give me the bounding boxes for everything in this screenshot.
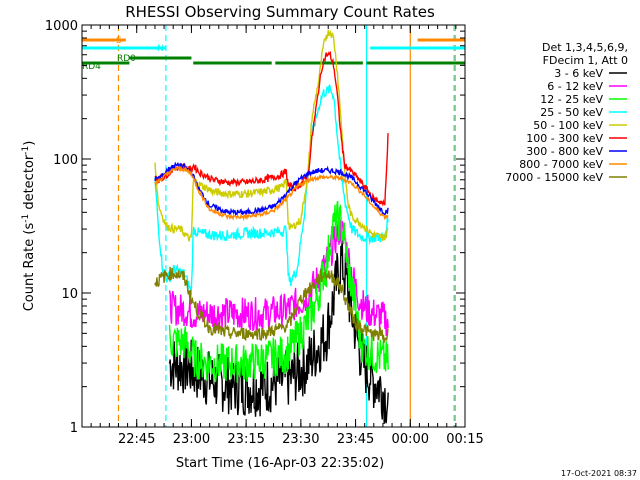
legend-header-0: Det 1,3,4,5,6,9, xyxy=(542,41,628,54)
series-100-300-kev xyxy=(154,50,389,207)
legend-label-800-7000-kev: 800 - 7000 keV xyxy=(519,158,603,171)
x-tick-label-6: 00:15 xyxy=(446,432,483,447)
series-300-800-kev xyxy=(154,161,389,217)
y-tick-label-0: 1 xyxy=(70,421,78,436)
series-3-6-kev xyxy=(168,235,389,424)
y-tick-label-1: 10 xyxy=(61,287,78,302)
segment-label-n: N xyxy=(157,44,164,54)
x-tick-label-3: 23:30 xyxy=(282,432,319,447)
axis-ticks: 22:45 23:00 23:15 23:30 23:45 00:00 00:15 1 10 10… xyxy=(45,19,484,447)
legend-header-1: FDecim 1, Att 0 xyxy=(543,54,628,67)
legend-label-12-25-kev: 12 - 25 keV xyxy=(540,93,603,106)
legend: Det 1,3,4,5,6,9,FDecim 1, Att 03 - 6 keV… xyxy=(505,41,628,184)
x-tick-label-5: 00:00 xyxy=(392,432,429,447)
state-segments: S N RD0 RD4 xyxy=(82,36,465,72)
x-tick-label-0: 22:45 xyxy=(118,432,155,447)
y-tick-label-3: 1000 xyxy=(45,19,78,34)
y-axis-label: Count Rate (s-1 detector-1) xyxy=(21,141,37,312)
legend-label-300-800-kev: 300 - 800 keV xyxy=(526,145,603,158)
legend-label-100-300-kev: 100 - 300 keV xyxy=(526,132,603,145)
segment-label-rd0: RD0 xyxy=(117,54,136,64)
legend-label-50-100-kev: 50 - 100 keV xyxy=(533,119,603,132)
series-lines xyxy=(154,29,389,424)
series-12-25-kev xyxy=(168,200,389,383)
x-axis-label: Start Time (16-Apr-03 22:35:02) xyxy=(176,456,384,471)
legend-label-6-12-kev: 6 - 12 keV xyxy=(547,80,603,93)
chart-title: RHESSI Observing Summary Count Rates xyxy=(125,3,435,21)
x-tick-label-1: 23:00 xyxy=(173,432,210,447)
x-tick-label-2: 23:15 xyxy=(227,432,264,447)
legend-label-3-6-kev: 3 - 6 keV xyxy=(554,67,603,80)
legend-label-25-50-kev: 25 - 50 keV xyxy=(540,106,603,119)
series-25-50-kev xyxy=(154,84,389,296)
series-7000-15000-kev xyxy=(154,266,389,345)
x-tick-label-4: 23:45 xyxy=(337,432,374,447)
y-tick-label-2: 100 xyxy=(53,153,78,168)
footer-date: 17-Oct-2021 08:37 xyxy=(561,469,637,478)
segment-label-rd4: RD4 xyxy=(82,62,101,72)
series-800-7000-kev xyxy=(154,164,389,222)
legend-label-7000-15000-kev: 7000 - 15000 keV xyxy=(505,171,603,184)
segment-label-s: S xyxy=(116,36,122,46)
